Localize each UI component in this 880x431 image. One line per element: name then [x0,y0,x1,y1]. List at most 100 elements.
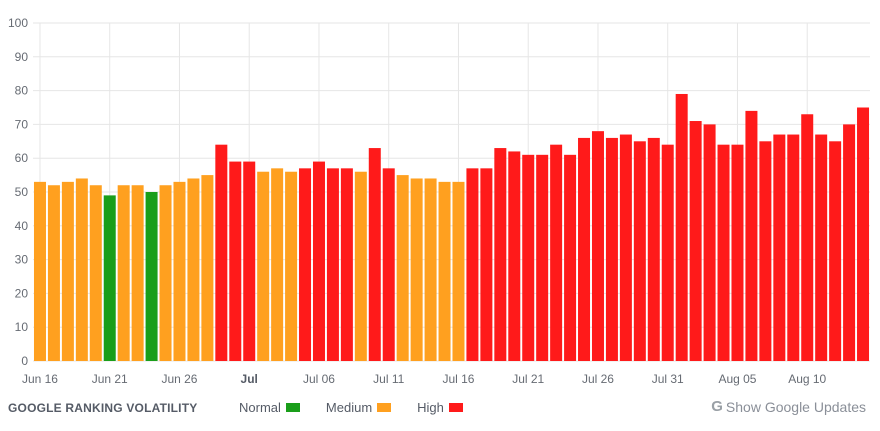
volatility-bar[interactable] [717,144,730,361]
y-tick-label: 0 [21,354,28,368]
x-tick-label: Jul 31 [652,372,684,386]
y-tick-label: 30 [15,253,29,267]
volatility-bar[interactable] [438,181,451,361]
x-tick-label: Jul [241,372,258,386]
volatility-bar[interactable] [354,171,367,361]
show-google-updates-button[interactable]: G Show Google Updates [711,398,866,415]
volatility-bar[interactable] [773,134,786,361]
x-tick-label: Jul 21 [512,372,544,386]
volatility-bar[interactable] [271,168,284,361]
y-axis: 0 10 20 30 40 50 60 70 80 90 100 [8,16,28,368]
volatility-bar[interactable] [703,124,716,362]
volatility-bar[interactable] [843,124,856,362]
volatility-bar[interactable] [564,154,577,361]
volatility-bar[interactable] [675,93,688,361]
chart-footer: GOOGLE RANKING VOLATILITY Normal Medium … [0,396,880,422]
x-axis: Jun 16 Jun 21 Jun 26 Jul Jul 06 Jul 11 Jul 16 J… [22,372,827,386]
volatility-bar[interactable] [815,134,828,361]
volatility-bar[interactable] [619,134,632,361]
volatility-bar[interactable] [522,154,535,361]
volatility-bar[interactable] [215,144,228,361]
volatility-bar[interactable] [89,185,102,361]
show-google-updates-label: Show Google Updates [725,398,866,415]
volatility-bar[interactable] [466,168,479,361]
volatility-bar[interactable] [382,168,395,361]
x-tick-label: Aug 10 [788,372,826,386]
volatility-bar[interactable] [689,121,702,362]
volatility-bar[interactable] [326,168,339,361]
volatility-bar[interactable] [410,178,423,361]
grid [33,22,870,362]
volatility-bar[interactable] [117,185,130,361]
volatility-bar[interactable] [61,181,74,361]
y-tick-label: 10 [15,320,29,334]
legend-item-high[interactable]: High [417,400,463,415]
x-tick-label: Jul 26 [582,372,614,386]
volatility-bar[interactable] [229,161,242,361]
legend-label-medium: Medium [325,400,373,415]
volatility-bar[interactable] [201,175,214,361]
volatility-bar[interactable] [299,168,312,361]
chart-title: GOOGLE RANKING VOLATILITY [8,401,198,415]
volatility-bar[interactable] [145,192,158,361]
x-tick-label: Jul 16 [442,372,474,386]
google-g-icon: G [711,398,723,415]
volatility-bar[interactable] [536,154,549,361]
x-tick-label: Jul 06 [303,372,335,386]
volatility-bar[interactable] [285,171,298,361]
volatility-bar[interactable] [508,151,521,361]
volatility-bar[interactable] [396,175,409,361]
x-tick-label: Jun 26 [161,372,197,386]
y-tick-label: 80 [15,84,29,98]
volatility-bar[interactable] [787,134,800,361]
volatility-bar[interactable] [452,181,465,361]
y-tick-label: 60 [15,151,29,165]
volatility-bar[interactable] [829,141,842,361]
volatility-bar[interactable] [759,141,772,361]
volatility-bar[interactable] [745,110,758,361]
legend: Normal Medium High [239,400,489,415]
volatility-bar[interactable] [480,168,493,361]
legend-item-medium[interactable]: Medium [325,400,392,415]
y-tick-label: 20 [15,286,29,300]
x-tick-label: Jul 11 [373,372,404,386]
x-tick-label: Jun 21 [92,372,128,386]
volatility-bar[interactable] [187,178,200,361]
volatility-bar[interactable] [257,171,270,361]
y-tick-label: 70 [15,117,29,131]
bars [33,93,870,362]
y-tick-label: 100 [8,16,28,30]
volatility-bar[interactable] [340,168,353,361]
volatility-bar[interactable] [173,181,186,361]
volatility-bar[interactable] [647,137,660,361]
volatility-bar[interactable] [33,181,46,361]
legend-label-normal: Normal [239,400,281,415]
volatility-bar[interactable] [75,178,88,361]
y-tick-label: 50 [15,185,29,199]
volatility-bar[interactable] [424,178,437,361]
volatility-bar[interactable] [550,144,563,361]
volatility-bar[interactable] [731,144,744,361]
legend-swatch-normal [285,403,300,412]
legend-swatch-high [448,403,463,412]
volatility-bar[interactable] [243,161,256,361]
volatility-bar[interactable] [578,137,591,361]
x-tick-label: Jun 16 [22,372,58,386]
volatility-bar[interactable] [633,141,646,361]
volatility-chart: 0 10 20 30 40 50 60 70 80 90 100 Jun 16 Jun 21 Jun 2… [8,16,870,386]
volatility-bar[interactable] [605,137,618,361]
volatility-bar[interactable] [312,161,325,361]
x-tick-label: Aug 05 [718,372,756,386]
volatility-bar[interactable] [103,195,116,361]
legend-item-normal[interactable]: Normal [239,400,300,415]
volatility-bar[interactable] [47,185,60,361]
volatility-bar[interactable] [801,114,814,361]
volatility-bar[interactable] [591,131,604,361]
volatility-bar[interactable] [368,148,381,361]
volatility-bar[interactable] [159,185,172,361]
legend-label-high: High [417,400,444,415]
volatility-bar[interactable] [857,107,870,362]
volatility-bar[interactable] [494,148,507,361]
volatility-bar[interactable] [131,185,144,361]
volatility-bar[interactable] [661,144,674,361]
